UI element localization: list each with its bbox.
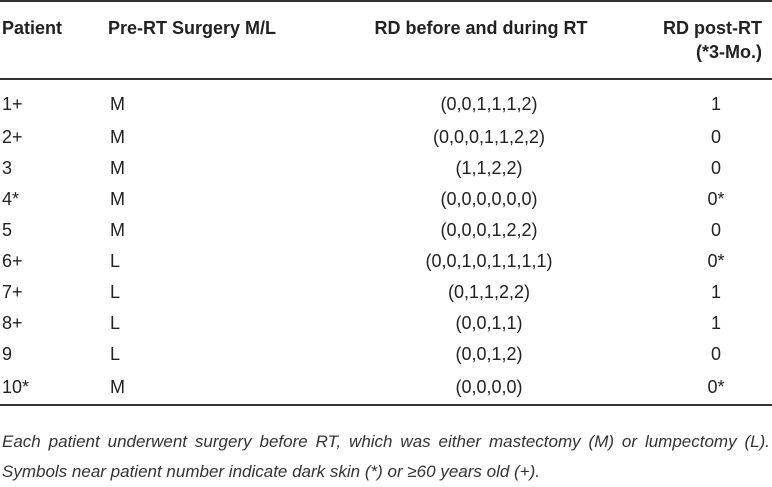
table-footnote: Each patient underwent surgery before RT… (2, 432, 770, 481)
table-header: Patient Pre-RT Surgery M/L RD before and… (0, 1, 772, 79)
cell-surgery: L (110, 282, 121, 302)
cell-patient: 8+ (2, 313, 23, 333)
cell-surgery: M (110, 93, 125, 114)
cell-patient: 9 (2, 344, 13, 364)
cell-rd-post: 0* (707, 376, 725, 397)
cell-patient: 7+ (2, 282, 23, 302)
cell-rd-during: (1,1,2,2) (455, 158, 523, 178)
header-rd-during: RD before and during RT (374, 18, 588, 38)
table-row: 8+ L (0,0,1,1) 1 (0, 308, 772, 339)
cell-surgery: L (110, 313, 121, 333)
cell-patient: 1+ (2, 93, 23, 114)
cell-rd-post: 0* (707, 251, 725, 271)
cell-rd-during: (0,0,1,1,1,2) (440, 93, 538, 114)
cell-rd-post: 0 (710, 220, 721, 240)
table-row: 9 L (0,0,1,2) 0 (0, 339, 772, 370)
cell-surgery: L (110, 251, 121, 271)
cell-patient: 5 (2, 220, 13, 240)
table-row: 5 M (0,0,0,1,2,2) 0 (0, 215, 772, 246)
cell-patient: 6+ (2, 251, 23, 271)
cell-rd-during: (0,0,1,2) (455, 344, 523, 364)
table-row: 10* M (0,0,0,0) 0* (0, 370, 772, 405)
header-patient: Patient (2, 18, 63, 38)
cell-rd-post: 1 (710, 313, 721, 333)
table-body: 1+ M (0,0,1,1,1,2) 1 2+ M (0,0,0,1,1,2,2) 0 3 M (1… (0, 79, 772, 405)
cell-patient: 4* (2, 189, 20, 209)
table-row: 4* M (0,0,0,0,0,0) 0* (0, 184, 772, 215)
cell-rd-during: (0,0,0,1,1,2,2) (432, 127, 546, 147)
header-row: Patient Pre-RT Surgery M/L RD before and… (0, 1, 772, 79)
cell-surgery: L (110, 344, 121, 364)
table-row: 7+ L (0,1,1,2,2) 1 (0, 277, 772, 308)
cell-rd-during: (0,0,1,1) (455, 313, 523, 333)
header-surgery: Pre-RT Surgery M/L (108, 18, 277, 38)
cell-rd-post: 0 (710, 127, 721, 147)
cell-rd-post: 1 (710, 282, 721, 302)
cell-rd-during: (0,1,1,2,2) (447, 282, 531, 302)
table-row: 3 M (1,1,2,2) 0 (0, 153, 772, 184)
cell-patient: 2+ (2, 127, 23, 147)
cell-rd-during: (0,0,0,0,0,0) (440, 189, 538, 209)
cell-surgery: M (110, 189, 125, 209)
cell-surgery: M (110, 376, 125, 397)
cell-rd-during: (0,0,1,0,1,1,1,1) (425, 251, 553, 271)
cell-rd-post: 0 (710, 344, 721, 364)
cell-patient: 3 (2, 158, 13, 178)
cell-surgery: M (110, 127, 125, 147)
cell-surgery: M (110, 220, 125, 240)
header-rd-post: RD post-RT (*3-Mo.) (626, 1, 772, 79)
table-row: 2+ M (0,0,0,1,1,2,2) 0 (0, 122, 772, 153)
cell-rd-during: (0,0,0,1,2,2) (440, 220, 538, 240)
header-rd-post-line2: (*3-Mo.) (696, 42, 762, 62)
data-table-container: Patient Pre-RT Surgery M/L RD before and… (0, 1, 772, 405)
header-rd-post-line1: RD post-RT (663, 18, 762, 38)
cell-patient: 10* (2, 376, 30, 397)
table-row: 1+ M (0,0,1,1,1,2) 1 (0, 79, 772, 122)
cell-rd-post: 1 (710, 93, 721, 114)
cell-rd-during: (0,0,0,0) (455, 376, 523, 397)
table-row: 6+ L (0,0,1,0,1,1,1,1) 0* (0, 246, 772, 277)
cell-rd-post: 0 (710, 158, 721, 178)
cell-surgery: M (110, 158, 125, 178)
patient-table: Patient Pre-RT Surgery M/L RD before and… (0, 1, 772, 405)
cell-rd-post: 0* (707, 189, 725, 209)
